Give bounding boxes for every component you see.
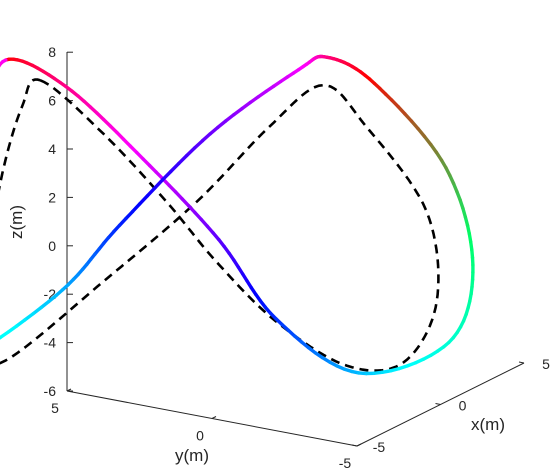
y-axis-label: y(m) — [175, 446, 209, 465]
x-axis-ticks: -5 0 5 — [351, 356, 550, 455]
trajectory-segment — [192, 138, 205, 150]
x-tick-label: 0 — [459, 398, 467, 414]
trajectory-segment — [161, 169, 173, 182]
x-tick-label: -5 — [373, 439, 386, 455]
y-tick-mark — [66, 388, 72, 392]
z-tick-label: -6 — [44, 383, 57, 399]
y-axis-ticks: 5 0 -5 — [51, 388, 362, 469]
z-tick-label: 6 — [48, 93, 56, 109]
y-tick-mark — [211, 416, 217, 419]
x-tick-mark — [351, 444, 358, 447]
z-tick-label: 8 — [48, 44, 56, 60]
z-axis-label: z(m) — [7, 205, 26, 239]
trajectory-segment — [185, 146, 197, 158]
trajectory-segment — [232, 106, 244, 117]
tracked-trajectory-multicolor — [0, 54, 475, 376]
y-tick-mark — [356, 443, 362, 447]
reference-trajectory-dashed — [0, 78, 440, 372]
x-tick-mark — [518, 361, 525, 364]
y-tick-label: 0 — [196, 428, 204, 444]
trajectory-segment — [215, 119, 228, 130]
x-tick-label: 5 — [542, 356, 550, 372]
z-tick-label: 0 — [48, 238, 56, 254]
series-layer — [0, 54, 475, 376]
z-tick-label: 2 — [48, 189, 56, 205]
trajectory-segment — [153, 177, 165, 190]
trajectory-segment — [138, 194, 150, 206]
y-tick-label: -5 — [339, 455, 352, 469]
x-axis-label: x(m) — [471, 415, 505, 434]
trajectory-segment — [223, 112, 236, 123]
y-tick-label: 5 — [51, 400, 59, 416]
trajectory-segment — [130, 202, 142, 214]
x-tick-mark — [435, 403, 441, 405]
z-tick-label: 4 — [48, 141, 56, 157]
trajectory-segment — [177, 153, 189, 166]
trajectory-segment — [1, 58, 8, 64]
trajectory-segment — [23, 312, 35, 322]
trajectory-segment — [145, 186, 157, 198]
trajectory-segment — [169, 161, 181, 174]
z-tick-label: -4 — [44, 335, 57, 351]
trajectory-segment — [14, 318, 27, 328]
